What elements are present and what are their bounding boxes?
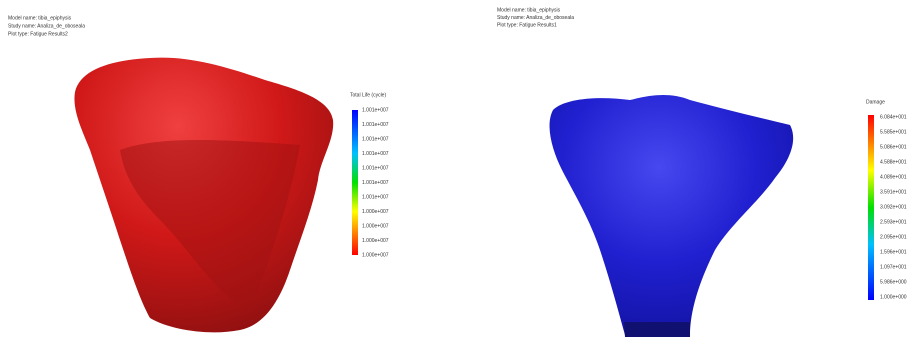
screenshot: Model name: tibia_epiphysis Study name: A… [0,0,911,341]
legend-label: 1.000e+007 [362,252,389,258]
header-line: Model name: tibia_epiphysis [497,7,561,13]
legend-label: 1.000e+007 [362,238,389,244]
legend-label: 1.001e+007 [362,136,389,142]
legend-label: 1.000e+000 [880,294,907,300]
legend-label: 5.585e+001 [880,129,907,135]
legend-label: 2.095e+001 [880,234,907,240]
legend-label: 2.593e+001 [880,219,907,225]
bone-base [624,322,690,337]
legend-label: 1.097e+001 [880,264,907,270]
legend-label: 1.000e+007 [362,223,389,229]
legend-label: 1.001e+007 [362,107,389,113]
color-bar [352,110,358,255]
left-panel [74,58,358,333]
legend-label: 1.001e+007 [362,151,389,157]
legend-title: Damage [866,99,885,105]
color-bar [868,115,874,300]
legend-label: 1.001e+007 [362,194,389,200]
legend-label: 5.086e+001 [880,144,907,150]
header-line: Study name: Analiza_de_oboseala [8,23,85,29]
header-line: Plot type: Fatigue Results2 [8,31,68,37]
legend-label: 1.001e+007 [362,180,389,186]
legend-label: 5.986e+000 [880,279,907,285]
legend-label: 1.596e+001 [880,249,907,255]
header-line: Model name: tibia_epiphysis [8,15,72,21]
legend-label: 1.001e+007 [362,165,389,171]
legend-title: Total Life (cycle) [350,92,386,98]
bone-model [550,95,794,335]
legend-label: 1.001e+007 [362,122,389,128]
header-line: Plot type: Fatigue Results1 [497,22,557,28]
legend-label: 3.092e+001 [880,204,907,210]
legend-label: 3.591e+001 [880,189,907,195]
right-panel [550,95,874,337]
header-line: Study name: Analiza_de_oboseala [497,15,574,21]
legend-label: 4.588e+001 [880,159,907,165]
legend-label: 6.084e+001 [880,114,907,120]
legend-label: 1.000e+007 [362,209,389,215]
legend-label: 4.089e+001 [880,174,907,180]
